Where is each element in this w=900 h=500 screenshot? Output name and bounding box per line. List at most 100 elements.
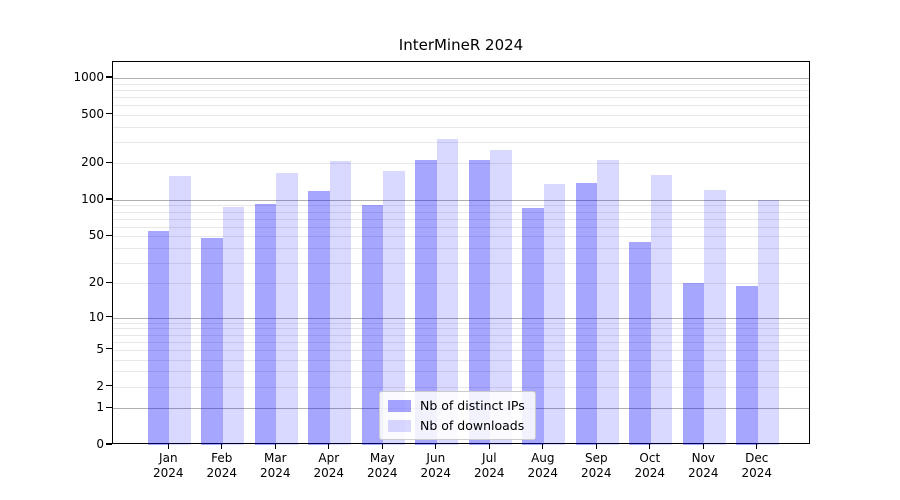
- y-axis-tick-label: 50: [88, 228, 104, 243]
- x-axis-tick-label: Sep 2024: [581, 451, 612, 480]
- grid-line-minor: [113, 334, 809, 336]
- bar-downloads: [597, 160, 619, 445]
- grid-line-minor: [113, 105, 809, 107]
- x-axis-tick-label: Jun 2024: [420, 451, 452, 480]
- y-tick-mark: [106, 234, 112, 236]
- bar-downloads: [650, 175, 673, 445]
- grid-line-minor: [113, 97, 809, 98]
- x-axis-tick-label: Feb 2024: [206, 451, 238, 480]
- chart-title: InterMineR 2024: [398, 36, 524, 54]
- legend-label-distinct-ips: Nb of distinct IPs: [420, 398, 525, 413]
- bar-downloads: [490, 149, 512, 445]
- grid-line-minor: [113, 386, 809, 388]
- x-tick-mark: [488, 444, 490, 449]
- bar-downloads: [329, 160, 352, 445]
- grid-line-minor: [113, 247, 809, 249]
- bar-distinct-ips: [254, 203, 277, 445]
- x-axis-tick-label: Dec 2024: [741, 451, 773, 480]
- legend-item-downloads: Nb of downloads: [388, 418, 525, 433]
- x-tick-mark: [435, 444, 437, 449]
- bar-downloads: [436, 138, 459, 445]
- x-tick-mark: [381, 444, 383, 449]
- y-tick-mark: [106, 76, 112, 78]
- y-tick-mark: [106, 161, 112, 163]
- grid-line-minor: [113, 341, 809, 343]
- grid-line-minor: [113, 359, 809, 361]
- grid-line-minor: [113, 226, 809, 228]
- grid-line-minor: [113, 89, 809, 91]
- bar-distinct-ips: [201, 238, 223, 445]
- grid-line-minor: [113, 349, 809, 351]
- grid-line-minor: [113, 114, 809, 116]
- bar-downloads: [383, 171, 405, 445]
- x-tick-mark: [274, 444, 276, 449]
- y-tick-mark: [106, 198, 112, 200]
- bar-downloads: [543, 184, 566, 445]
- bar-distinct-ips: [361, 205, 384, 445]
- x-axis-tick-label: Mar 2024: [260, 451, 291, 480]
- grid-line-minor: [113, 328, 809, 330]
- bar-distinct-ips: [147, 231, 170, 445]
- bar-downloads: [704, 190, 726, 445]
- x-axis-tick-label: Aug 2024: [527, 451, 559, 480]
- y-tick-mark: [106, 316, 112, 318]
- bar-distinct-ips: [629, 241, 651, 445]
- y-tick-mark: [106, 406, 112, 408]
- bar-distinct-ips: [415, 159, 437, 445]
- bar-downloads: [169, 175, 191, 445]
- bar-distinct-ips: [468, 159, 491, 445]
- y-axis-tick-label: 200: [81, 155, 104, 170]
- y-tick-mark: [106, 385, 112, 387]
- bar-distinct-ips: [308, 191, 330, 445]
- x-tick-mark: [542, 444, 544, 449]
- grid-line-minor: [113, 218, 809, 220]
- grid-line-minor: [113, 322, 809, 324]
- bar-distinct-ips: [575, 182, 598, 445]
- grid-line-minor: [113, 163, 809, 165]
- y-tick-mark: [106, 113, 112, 115]
- grid-line-major: [113, 78, 809, 79]
- y-axis-tick-label: 10: [88, 309, 104, 324]
- bar-distinct-ips: [682, 283, 705, 445]
- bar-downloads: [222, 206, 245, 445]
- legend-swatch-distinct-ips: [388, 399, 411, 412]
- y-axis-tick-label: 1: [96, 400, 104, 415]
- x-axis-tick-label: Nov 2024: [688, 451, 719, 480]
- x-tick-mark: [328, 444, 330, 449]
- y-tick-mark: [106, 443, 112, 445]
- y-axis-tick-label: 2: [96, 378, 104, 393]
- grid-line-minor: [113, 211, 809, 213]
- legend: Nb of distinct IPs Nb of downloads: [379, 391, 536, 440]
- x-axis-tick-label: Apr 2024: [313, 451, 345, 480]
- bar-downloads: [276, 172, 298, 445]
- bar-distinct-ips: [522, 207, 544, 445]
- plot-area: [112, 61, 810, 445]
- y-axis-tick-label: 20: [88, 275, 104, 290]
- y-tick-mark: [106, 348, 112, 350]
- y-tick-mark: [106, 281, 112, 283]
- x-tick-mark: [702, 444, 704, 449]
- grid-line-major: [113, 317, 809, 319]
- x-axis-tick-label: May 2024: [367, 451, 398, 480]
- grid-line-minor: [113, 283, 809, 285]
- x-tick-mark: [756, 444, 758, 449]
- legend-swatch-downloads: [388, 419, 411, 432]
- grid-line-major: [113, 199, 809, 201]
- grid-line-minor: [113, 205, 809, 207]
- bar-distinct-ips: [736, 285, 758, 445]
- x-axis-tick-label: Jul 2024: [474, 451, 505, 480]
- y-axis-tick-label: 100: [81, 191, 104, 206]
- x-tick-mark: [595, 444, 597, 449]
- grid-line-minor: [113, 83, 809, 85]
- legend-item-distinct-ips: Nb of distinct IPs: [388, 398, 525, 413]
- y-axis-tick-label: 5: [96, 341, 104, 356]
- y-axis-tick-label: 0: [96, 437, 104, 451]
- legend-label-downloads: Nb of downloads: [420, 418, 525, 433]
- x-tick-mark: [221, 444, 223, 449]
- grid-line-minor: [113, 236, 809, 238]
- x-tick-mark: [649, 444, 651, 449]
- grid-line-minor: [113, 126, 809, 128]
- grid-line-minor: [113, 141, 809, 143]
- grid-line-minor: [113, 371, 809, 373]
